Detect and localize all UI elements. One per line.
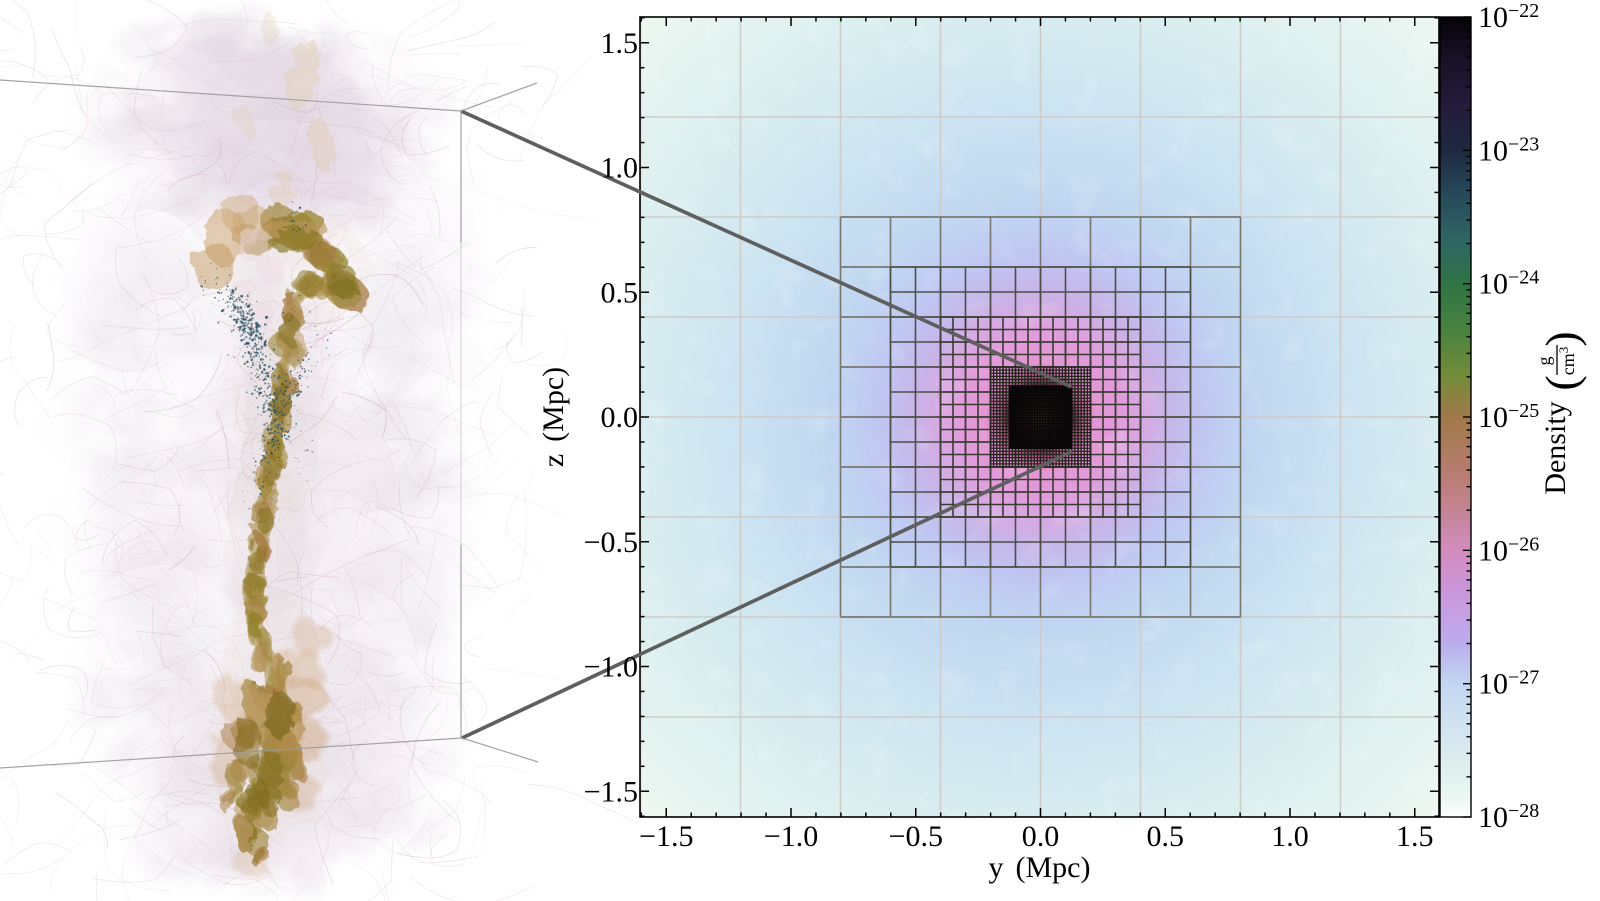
svg-text:1.0: 1.0 — [1271, 820, 1309, 853]
svg-text:1.5: 1.5 — [1396, 820, 1434, 853]
svg-text:): ) — [1536, 331, 1587, 346]
svg-text:0.5: 0.5 — [601, 276, 639, 309]
svg-text:−1.0: −1.0 — [764, 820, 818, 853]
svg-text:10−25: 10−25 — [1478, 400, 1539, 434]
svg-text:y (Mpc): y (Mpc) — [989, 851, 1091, 884]
svg-text:−0.5: −0.5 — [889, 820, 943, 853]
svg-text:10−26: 10−26 — [1478, 533, 1539, 567]
svg-text:−1.5: −1.5 — [639, 820, 693, 853]
svg-text:0.0: 0.0 — [601, 401, 639, 434]
svg-text:−1.0: −1.0 — [584, 651, 638, 684]
svg-text:g: g — [1534, 357, 1554, 366]
svg-text:10−24: 10−24 — [1478, 267, 1539, 301]
svg-text:−0.5: −0.5 — [584, 526, 638, 559]
svg-text:−1.5: −1.5 — [584, 775, 638, 808]
svg-text:1.5: 1.5 — [601, 27, 639, 60]
svg-text:10−22: 10−22 — [1478, 0, 1539, 34]
svg-text:0.0: 0.0 — [1022, 820, 1060, 853]
svg-text:1.0: 1.0 — [601, 152, 639, 185]
svg-text:cm3: cm3 — [1556, 347, 1578, 376]
svg-text:0.5: 0.5 — [1147, 820, 1185, 853]
svg-text:10−28: 10−28 — [1478, 800, 1539, 834]
svg-text:10−23: 10−23 — [1478, 133, 1539, 167]
svg-text:Density: Density — [1539, 401, 1572, 494]
svg-text:z (Mpc): z (Mpc) — [537, 367, 570, 467]
svg-text:10−27: 10−27 — [1478, 667, 1539, 701]
svg-text:(: ( — [1536, 375, 1587, 390]
